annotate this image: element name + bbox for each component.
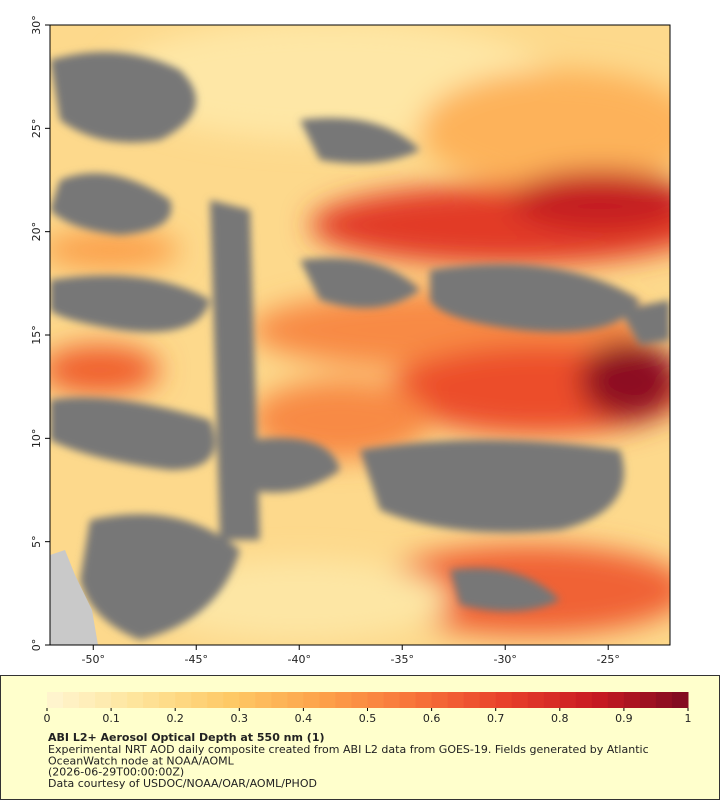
colorbar-cell [527,692,545,708]
colorbar-tick-label: 0.6 [423,712,441,725]
legend-line: (2026-06-29T00:00:00Z) [48,766,184,779]
colorbar-cell [47,692,64,708]
colorbar-cell [63,692,80,708]
aod-map [50,25,670,645]
y-tick-label: 30° [30,15,43,35]
colorbar-cell [511,692,529,708]
x-tick-label: -25° [596,653,619,666]
colorbar-cell [383,692,401,708]
colorbar-cell [671,692,689,708]
colorbar-tick-label: 0.7 [487,712,505,725]
y-tick-label: 20° [30,222,43,242]
x-tick-label: -50° [82,653,105,666]
y-tick-label: 15° [30,325,43,345]
colorbar-cell [607,692,625,708]
y-tick-label: 25° [30,119,43,139]
colorbar-cell [287,692,304,708]
land [50,550,98,645]
colorbar-cell [463,692,481,708]
colorbar-tick-label: 1 [685,712,692,725]
colorbar-cell [367,692,385,708]
colorbar-cell [639,692,657,708]
legend-line: Experimental NRT AOD daily composite cre… [48,743,649,756]
colorbar-cell [143,692,160,708]
colorbar-cell [191,692,208,708]
colorbar-cell [623,692,641,708]
colorbar-cell [79,692,96,708]
colorbar-cell [207,692,224,708]
colorbar-cell [271,692,288,708]
colorbar-tick-label: 0.1 [102,712,120,725]
colorbar-cell [255,692,272,708]
colorbar-tick-label: 0.9 [615,712,633,725]
x-tick-label: -40° [288,653,311,666]
colorbar-cell [351,692,368,708]
colorbar-cell [111,692,128,708]
colorbar-cell [495,692,513,708]
colorbar-cell [159,692,176,708]
colorbar-cell [223,692,240,708]
x-tick-label: -35° [390,653,413,666]
colorbar-cell [543,692,561,708]
colorbar-cell [319,692,336,708]
colorbar-tick-label: 0.8 [551,712,569,725]
colorbar-cell [175,692,192,708]
colorbar-cell [559,692,577,708]
colorbar-cell [479,692,497,708]
y-tick-label: 10° [30,429,43,449]
colorbar-tick-label: 0.5 [359,712,377,725]
colorbar-cell [415,692,433,708]
y-tick-label: 0° [30,639,43,652]
colorbar-tick-label: 0.4 [295,712,313,725]
y-tick-label: 5° [30,535,43,548]
legend-title: ABI L2+ Aerosol Optical Depth at 550 nm … [48,731,325,744]
colorbar-cell [303,692,320,708]
legend-line: Data courtesy of USDOC/NOAA/OAR/AOML/PHO… [48,777,317,790]
colorbar-cell [655,692,673,708]
x-tick-label: -45° [185,653,208,666]
colorbar-cell [239,692,256,708]
colorbar-cell [399,692,417,708]
x-tick-label: -30° [493,653,516,666]
colorbar-tick-label: 0.2 [166,712,184,725]
colorbar-cell [447,692,465,708]
legend-line: OceanWatch node at NOAA/AOML [48,754,235,767]
colorbar-tick-label: 0.3 [231,712,249,725]
colorbar-cell [127,692,144,708]
colorbar-cell [575,692,593,708]
colorbar-cell [431,692,449,708]
colorbar-cell [95,692,112,708]
colorbar-cell [591,692,609,708]
colorbar-cell [335,692,352,708]
colorbar-tick-label: 0 [44,712,51,725]
